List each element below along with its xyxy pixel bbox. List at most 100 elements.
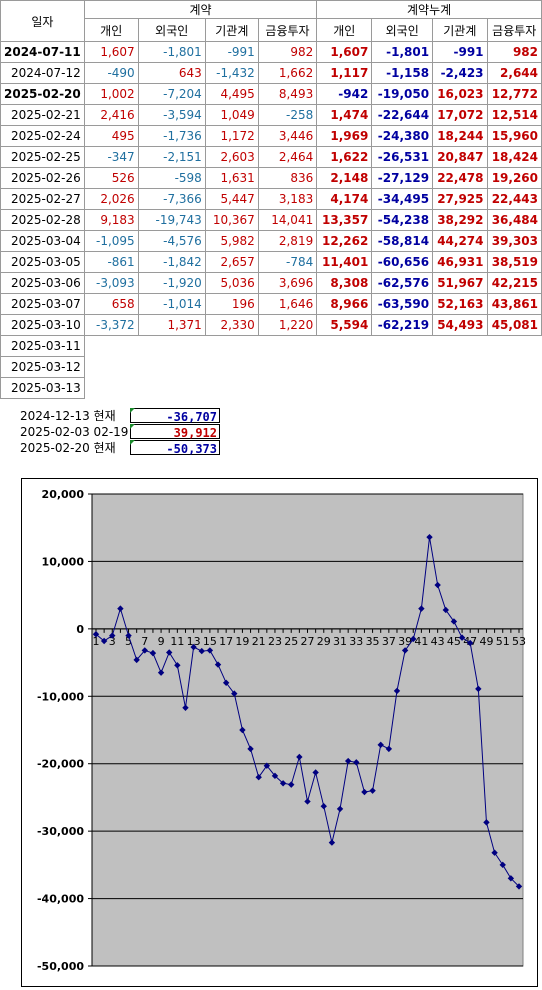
row-date: 2025-03-11 <box>0 335 85 357</box>
cumulative-value: 1,622 <box>316 146 373 168</box>
cumulative-value: 12,514 <box>486 104 542 126</box>
daily-value: 4,495 <box>204 83 259 105</box>
cumulative-value: 18,424 <box>486 146 542 168</box>
table-row: 2025-03-10 -3,372 1,371 2,330 1,220 5,594 -62,… <box>0 314 542 336</box>
cumulative-value: -991 <box>432 41 488 63</box>
daily-value: -258 <box>257 104 318 126</box>
column-header: 개인 <box>83 18 139 42</box>
x-tick-label: 23 <box>268 635 282 648</box>
y-tick-label: 20,000 <box>42 488 85 501</box>
daily-value: -598 <box>137 167 206 189</box>
cumulative-value: 12,772 <box>486 83 542 105</box>
row-date: 2025-02-24 <box>0 125 85 147</box>
empty-cell <box>487 378 541 399</box>
daily-value: -3,093 <box>83 272 139 294</box>
daily-value: 2,464 <box>257 146 318 168</box>
summary-value: -50,373 <box>130 440 220 456</box>
row-date: 2025-03-07 <box>0 293 85 315</box>
cumulative-value: -60,656 <box>371 251 434 273</box>
daily-value: 658 <box>83 293 139 315</box>
row-date: 2025-03-12 <box>0 356 85 378</box>
x-tick-label: 43 <box>431 635 445 648</box>
daily-value: -1,432 <box>204 62 259 84</box>
cumulative-value: -2,423 <box>432 62 488 84</box>
x-tick-label: 45 <box>447 635 461 648</box>
x-tick-label: 37 <box>382 635 396 648</box>
cumulative-chart: 20,000 10,000 0 -10,000 -20,000 -30,000 -40,00… <box>21 478 538 987</box>
x-tick-label: 49 <box>479 635 493 648</box>
daily-value: 10,367 <box>204 209 259 231</box>
column-header: 외국인 <box>371 18 434 42</box>
summary-value: 39,912 <box>130 424 220 440</box>
table-row: 2025-03-11 <box>0 335 542 357</box>
daily-value: -1,095 <box>83 230 139 252</box>
daily-value: 982 <box>257 41 318 63</box>
empty-cell <box>317 378 372 399</box>
empty-cell <box>138 357 205 378</box>
data-point <box>328 839 336 846</box>
daily-value: 5,982 <box>204 230 259 252</box>
cumulative-value: -62,219 <box>371 314 434 336</box>
y-tick-label: -40,000 <box>37 893 84 906</box>
x-tick-label: 25 <box>284 635 298 648</box>
cumulative-value: 43,861 <box>486 293 542 315</box>
empty-cell <box>372 378 433 399</box>
chart-svg: 20,000 10,000 0 -10,000 -20,000 -30,000 -40,00… <box>37 488 526 973</box>
column-header: 기관계 <box>204 18 259 42</box>
column-header: 기관계 <box>432 18 488 42</box>
daily-value: 2,416 <box>83 104 139 126</box>
data-point <box>296 753 303 761</box>
cumulative-value: 46,931 <box>432 251 488 273</box>
x-tick-label: 31 <box>333 635 347 648</box>
summary-value: -36,707 <box>130 408 220 424</box>
row-date: 2025-03-04 <box>0 230 85 252</box>
daily-value: 1,172 <box>204 125 259 147</box>
x-tick-label: 51 <box>496 635 510 648</box>
cumulative-value: 22,478 <box>432 167 488 189</box>
daily-value: 3,696 <box>257 272 318 294</box>
cumulative-value: 982 <box>486 41 542 63</box>
daily-value: 1,371 <box>137 314 206 336</box>
empty-cell <box>84 357 138 378</box>
empty-cell <box>372 357 433 378</box>
daily-value: -2,151 <box>137 146 206 168</box>
y-tick-label: 0 <box>76 623 84 636</box>
daily-value: 1,662 <box>257 62 318 84</box>
cumulative-value: 19,260 <box>486 167 542 189</box>
y-tick-label: -10,000 <box>37 690 84 703</box>
x-tick-label: 35 <box>366 635 380 648</box>
cumulative-value: 42,215 <box>486 272 542 294</box>
table-row: 2025-03-07 658 -1,014 196 1,646 8,966 -63,590 5… <box>0 293 542 315</box>
data-point <box>491 849 498 856</box>
daily-value: -1,801 <box>137 41 206 63</box>
daily-value: -1,014 <box>137 293 206 315</box>
x-tick-label: 13 <box>187 635 201 648</box>
daily-value: -3,594 <box>137 104 206 126</box>
x-tick-label: 19 <box>235 635 249 648</box>
empty-cell <box>138 336 205 357</box>
summary-label: 2024-12-13 현재 <box>20 409 116 423</box>
cumulative-value: 54,493 <box>432 314 488 336</box>
empty-cell <box>84 378 138 399</box>
y-tick-label: -20,000 <box>37 758 84 771</box>
daily-value: 643 <box>137 62 206 84</box>
daily-value: 2,026 <box>83 188 139 210</box>
daily-value: -1,842 <box>137 251 206 273</box>
x-tick-label: 7 <box>141 635 148 648</box>
cumulative-value: 38,519 <box>486 251 542 273</box>
row-date: 2025-02-21 <box>0 104 85 126</box>
cumulative-value: 51,967 <box>432 272 488 294</box>
data-point <box>133 656 140 664</box>
table-row: 2024-07-11 1,607 -1,801 -991 982 1,607 -1,801-… <box>0 41 542 63</box>
daily-value: 2,819 <box>257 230 318 252</box>
row-date: 2025-02-25 <box>0 146 85 168</box>
x-tick-label: 33 <box>349 635 363 648</box>
empty-cell <box>317 357 372 378</box>
cumulative-value: -58,814 <box>371 230 434 252</box>
y-tick-label: -50,000 <box>37 960 84 973</box>
empty-cell <box>138 378 205 399</box>
cell-comment-marker <box>130 424 135 429</box>
x-tick-label: 5 <box>125 635 132 648</box>
daily-value: -784 <box>257 251 318 273</box>
daily-value: -861 <box>83 251 139 273</box>
